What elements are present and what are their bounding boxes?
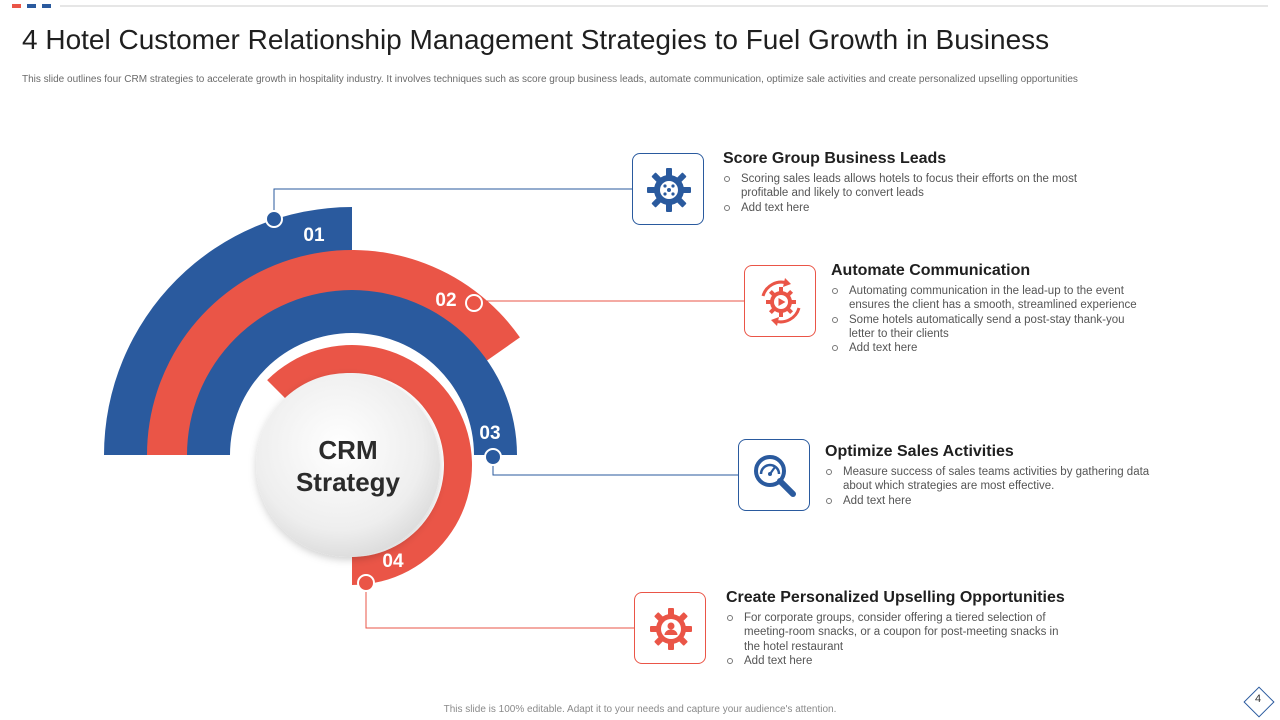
center-label: CRM Strategy [258,434,438,498]
step-number-01: 01 [303,225,325,246]
strategy-points-01: Scoring sales leads allows hotels to foc… [723,172,1123,215]
list-item: For corporate groups, consider offering … [726,611,1066,654]
arc-band-04 [267,345,472,585]
step-number-02: 02 [435,290,457,311]
dot-02 [465,294,483,312]
dot-03 [484,448,502,466]
arc-band-03 [187,290,517,455]
icon-box-01 [632,153,704,225]
list-item: Add text here [831,341,1151,355]
slide-subtitle: This slide outlines four CRM strategies … [22,74,1078,85]
icon-box-02 [744,265,816,337]
strategy-title-03: Optimize Sales Activities [825,443,1014,460]
footer-note: This slide is 100% editable. Adapt it to… [443,704,837,715]
step-number-03: 03 [479,423,501,444]
center-label-line2: Strategy [295,467,401,497]
automation-play-icon [761,278,801,326]
list-item: Add text here [726,654,1066,668]
dot-04 [357,574,375,592]
connector-04 [365,583,634,629]
icon-box-03 [738,439,810,511]
icon-box-04 [634,592,706,664]
center-label-line1: CRM [318,435,378,465]
list-item: Add text here [723,201,1123,215]
step-number-04: 04 [382,551,404,572]
gear-person-icon [650,608,692,650]
strategy-card-02: Automate Communication Automating commun… [831,261,1151,355]
strategy-points-03: Measure success of sales teams activitie… [825,465,1165,508]
strategy-card-04: Create Personalized Upselling Opportunit… [726,588,1066,668]
strategy-title-01: Score Group Business Leads [723,150,947,167]
strategy-title-04: Create Personalized Upselling Opportunit… [726,589,1065,606]
list-item: Add text here [825,494,1165,508]
center-circle [256,373,440,557]
list-item: Some hotels automatically send a post-st… [831,313,1151,342]
page-number-badge: 4 [1243,686,1275,718]
list-item: Measure success of sales teams activitie… [825,465,1165,494]
arc-band-02 [147,250,520,455]
connector-01 [273,188,632,219]
strategy-card-01: Score Group Business Leads Scoring sales… [723,149,1123,215]
slide-title: 4 Hotel Customer Relationship Management… [22,24,1050,55]
strategy-points-04: For corporate groups, consider offering … [726,611,1066,668]
top-accent-bar [12,4,1268,8]
list-item: Automating communication in the lead-up … [831,284,1151,313]
connector-03 [492,457,738,476]
strategy-title-02: Automate Communication [831,262,1031,279]
page-number: 4 [1254,693,1262,705]
list-item: Scoring sales leads allows hotels to foc… [723,172,1123,201]
speedometer-magnifier-icon [754,455,796,497]
strategy-points-02: Automating communication in the lead-up … [831,284,1151,355]
gear-network-icon [647,168,691,212]
dot-01 [265,210,283,228]
strategy-card-03: Optimize Sales Activities Measure succes… [825,442,1165,508]
